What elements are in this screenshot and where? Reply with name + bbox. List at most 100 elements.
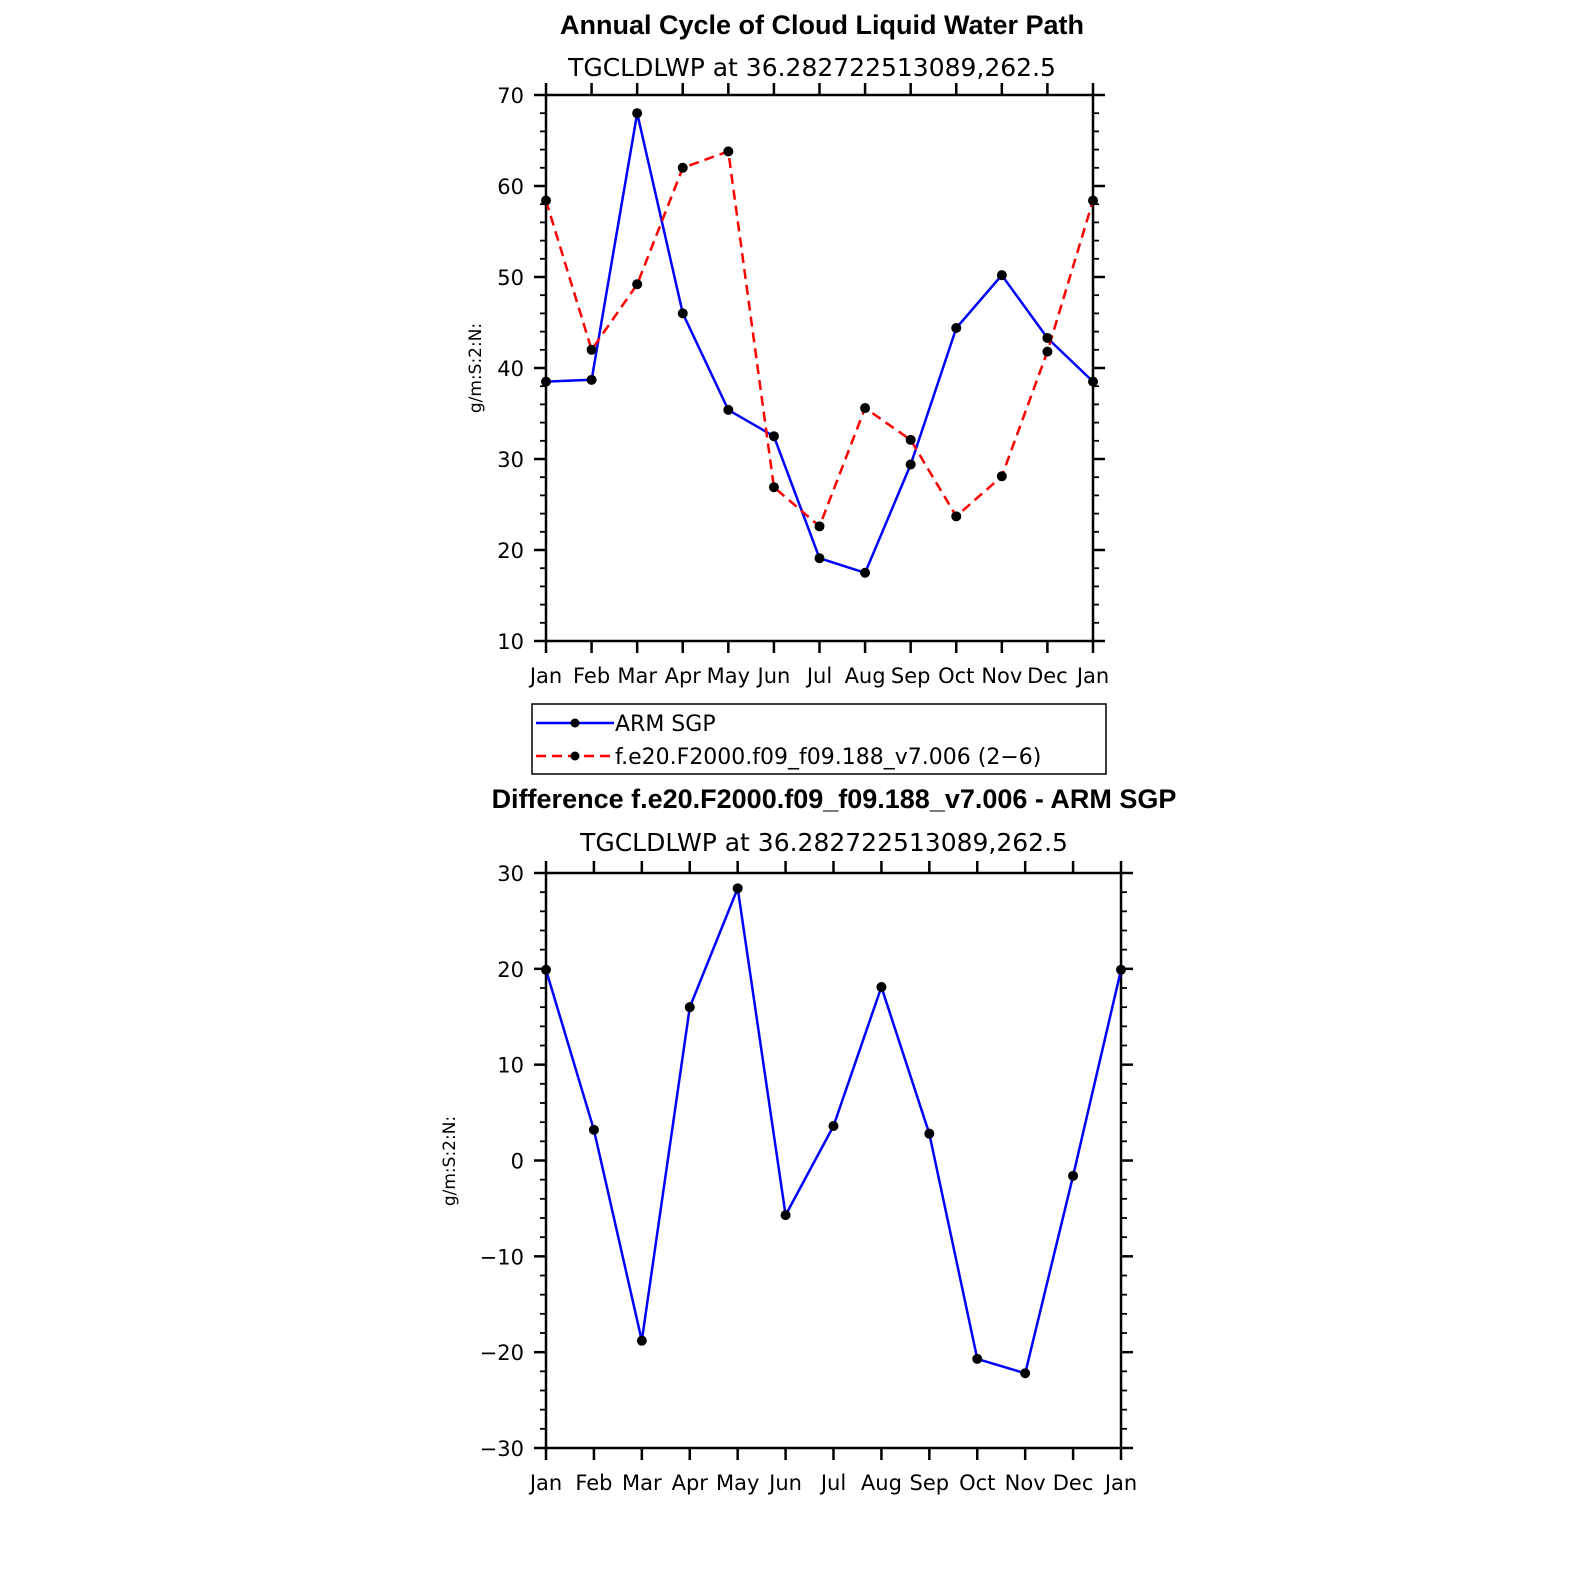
bottom-x-tick-label: Nov [1005,1471,1046,1495]
bottom-series-0-point [732,883,743,894]
top-series-0-point [768,431,779,442]
top-y-axis-label: g/m:S:2:N: [466,323,486,413]
top-series-0-point [723,404,734,415]
bottom-panel: Difference f.e20.F2000.f09_f09.188_v7.00… [440,784,1176,1495]
bottom-axes: −30 −20 −10 0 10 20 30 Jan Feb Mar Apr May Jun Jul Aug… [480,861,1137,1495]
top-series-line-0 [545,111,1094,575]
top-series-1-point [951,511,962,522]
bottom-x-tick-label: Jul [819,1471,846,1495]
top-series-0-point [814,553,825,564]
bottom-y-tick-label: 20 [497,958,524,982]
top-series-1-point [586,344,597,355]
top-series-line-1 [544,150,1095,528]
bottom-y-axis-label: g/m:S:2:N: [440,1116,460,1206]
top-series-1-point [860,403,871,414]
top-series-0-point [677,308,688,319]
top-x-tick-label: Mar [617,664,657,688]
top-series-1-point [632,279,643,290]
bottom-y-tick-label: 30 [497,862,524,886]
top-x-tick-label: Oct [938,664,974,688]
legend-marker-model [570,751,580,761]
top-y-tick-label: 20 [497,539,524,563]
top-series-0-point [632,108,643,119]
top-series-0-point [951,322,962,333]
bottom-x-tick-label: Jun [767,1471,802,1495]
legend: ARM SGP f.e20.F2000.f09_f09.188_v7.006 (… [531,703,1107,775]
bottom-series-0-point [636,1335,647,1346]
top-panel: Annual Cycle of Cloud Liquid Water Path … [466,10,1109,688]
top-series-1-point [1088,195,1098,206]
top-x-tick-label: Nov [981,664,1022,688]
bottom-chart-title: Difference f.e20.F2000.f09_f09.188_v7.00… [492,784,1177,814]
top-series-1-point [723,146,734,157]
bottom-series-0-point [1020,1368,1031,1379]
top-series-1-point [677,162,688,173]
top-y-tick-label: 60 [497,175,524,199]
bottom-x-tick-label: Dec [1053,1471,1094,1495]
legend-box [531,703,1107,775]
top-series-0-point [1088,376,1098,387]
top-y-tick-label: 50 [497,266,524,290]
legend-entry-model: f.e20.F2000.f09_f09.188_v7.006 (2−6) [536,745,1041,770]
top-series-0-point [541,376,551,387]
top-series-0-point [586,374,597,385]
top-y-tick-label: 70 [497,84,524,108]
bottom-series-0-point [828,1121,839,1131]
top-series-0-point [905,459,916,470]
top-series-0-point [996,270,1007,281]
bottom-x-tick-label: Feb [575,1471,612,1495]
top-y-tick-label: 30 [497,448,524,472]
top-series-1-point [768,482,779,493]
bottom-series-0-point [1068,1170,1079,1181]
bottom-y-tick-label: −30 [480,1437,524,1461]
legend-entry-obs: ARM SGP [536,712,716,737]
bottom-x-tick-label: Apr [672,1471,709,1495]
top-x-tick-label: May [707,664,750,688]
bottom-series-0-point [972,1353,983,1364]
bottom-y-tick-label: 10 [497,1054,524,1078]
bottom-series-0-point [541,964,551,975]
top-series-1-point [814,521,825,532]
bottom-series-0-point [588,1124,599,1135]
bottom-series-0-point [1116,964,1126,975]
top-x-tick-label: Sep [891,664,931,688]
legend-label-obs: ARM SGP [615,712,716,737]
top-x-tick-label: Jan [1075,664,1109,688]
top-axes: 10 20 30 40 50 60 70 Jan Feb Mar Apr May Jun Jul Aug Se… [497,83,1109,688]
top-x-tick-label: Jul [805,664,832,688]
top-chart-subtitle: TGCLDLWP at 36.282722513089,262.5 [567,53,1056,82]
top-x-tick-label: Apr [665,664,702,688]
bottom-series-0-point [924,1128,935,1139]
top-series-1-point [1042,346,1053,357]
bottom-y-tick-label: −20 [480,1341,524,1365]
top-x-tick-label: Dec [1027,664,1068,688]
top-x-tick-label: Feb [573,664,610,688]
bottom-y-tick-label: 0 [511,1150,524,1174]
top-x-tick-label: Jan [528,664,562,688]
top-series-1-point [996,471,1007,482]
bottom-series-0-point [876,982,887,993]
legend-label-model: f.e20.F2000.f09_f09.188_v7.006 (2−6) [615,745,1041,770]
legend-marker-obs [570,718,580,728]
bottom-x-tick-label: Mar [622,1471,662,1495]
top-series-1-point [905,434,916,445]
top-series-group [541,108,1098,578]
top-y-tick-label: 10 [497,630,524,654]
bottom-y-tick-label: −10 [480,1245,524,1269]
top-series-1-point [541,195,551,206]
top-x-tick-label: Jun [756,664,791,688]
bottom-x-tick-label: Jan [1103,1471,1137,1495]
bottom-plot-frame [544,871,1123,1450]
bottom-series-group [541,883,1126,1379]
bottom-series-0-point [684,1002,695,1013]
bottom-series-0-point [780,1210,791,1221]
bottom-x-tick-label: Oct [959,1471,995,1495]
bottom-x-tick-label: Jan [528,1471,562,1495]
top-series-0-point [1042,332,1053,343]
bottom-x-tick-label: Sep [910,1471,950,1495]
top-chart-title: Annual Cycle of Cloud Liquid Water Path [560,10,1084,40]
bottom-chart-subtitle: TGCLDLWP at 36.282722513089,262.5 [579,828,1068,857]
bottom-x-tick-label: Aug [861,1471,902,1495]
top-x-tick-label: Aug [845,664,886,688]
